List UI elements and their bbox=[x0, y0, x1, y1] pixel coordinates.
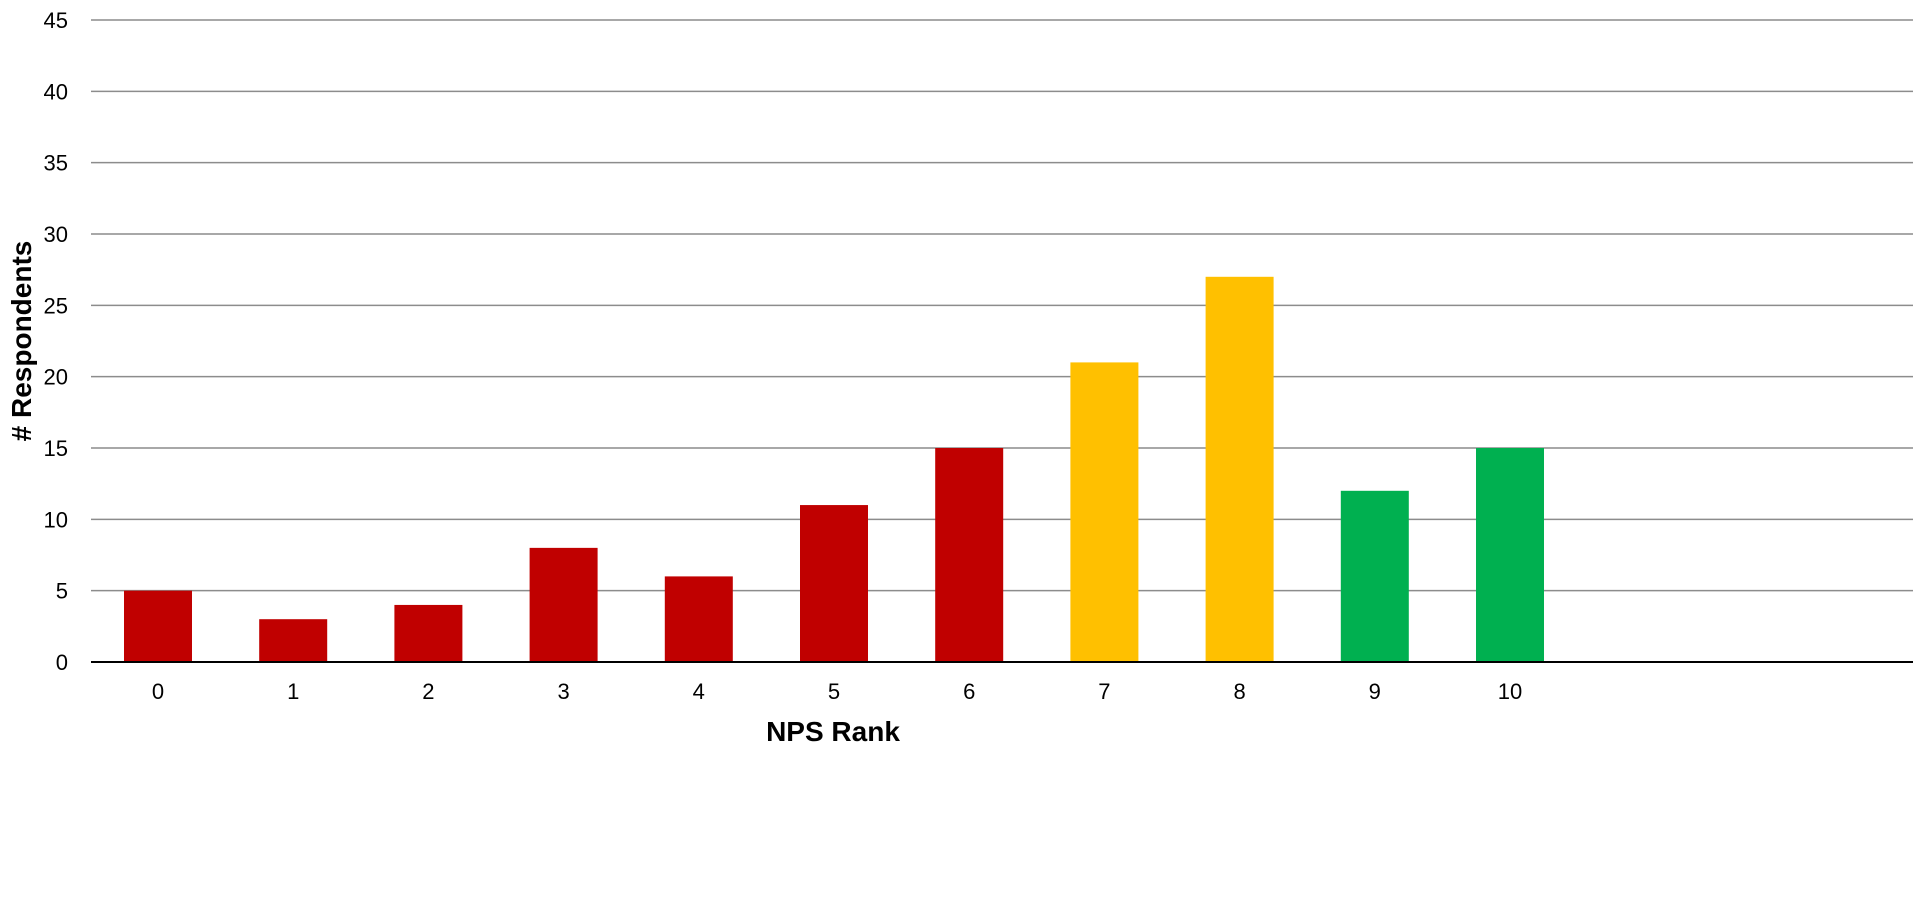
bar-rank-3 bbox=[529, 547, 598, 662]
y-tick-label: 25 bbox=[44, 293, 68, 318]
bar-rank-0 bbox=[124, 590, 192, 662]
x-axis-title: NPS Rank bbox=[766, 716, 900, 747]
x-tick-label: 6 bbox=[963, 679, 975, 704]
x-tick-label: 2 bbox=[422, 679, 434, 704]
y-axis-title: # Respondents bbox=[6, 241, 37, 442]
y-tick-label: 5 bbox=[56, 579, 68, 604]
x-tick-label: 1 bbox=[287, 679, 299, 704]
gridlines bbox=[91, 19, 1913, 592]
x-tick-label: 4 bbox=[693, 679, 705, 704]
y-tick-label: 45 bbox=[44, 8, 68, 33]
bar-rank-5 bbox=[800, 505, 868, 662]
y-tick-label: 40 bbox=[44, 79, 68, 104]
bar-rank-10 bbox=[1476, 448, 1544, 662]
bar-rank-4 bbox=[664, 576, 733, 662]
bar-rank-9 bbox=[1340, 490, 1409, 662]
x-tick-label: 0 bbox=[152, 679, 164, 704]
y-tick-label: 20 bbox=[44, 365, 68, 390]
y-tick-label: 35 bbox=[44, 151, 68, 176]
y-tick-label: 15 bbox=[44, 436, 68, 461]
bar-rank-2 bbox=[394, 604, 463, 662]
x-tick-label: 7 bbox=[1098, 679, 1110, 704]
y-tick-label: 30 bbox=[44, 222, 68, 247]
x-tick-label: 5 bbox=[828, 679, 840, 704]
bar-rank-7 bbox=[1070, 362, 1139, 662]
x-axis-ticks: 0 1 2 3 4 5 6 7 8 9 10 bbox=[152, 679, 1522, 704]
x-tick-label: 8 bbox=[1233, 679, 1245, 704]
bars bbox=[124, 276, 1544, 662]
x-tick-label: 9 bbox=[1369, 679, 1381, 704]
x-tick-label: 3 bbox=[557, 679, 569, 704]
bar-rank-6 bbox=[935, 448, 1004, 662]
y-tick-label: 10 bbox=[44, 507, 68, 532]
bar-rank-8 bbox=[1205, 276, 1274, 662]
bar-rank-1 bbox=[259, 619, 328, 662]
y-axis-ticks: 0 5 10 15 20 25 30 35 40 45 bbox=[44, 8, 68, 675]
x-tick-label: 10 bbox=[1498, 679, 1522, 704]
y-tick-label: 0 bbox=[56, 650, 68, 675]
